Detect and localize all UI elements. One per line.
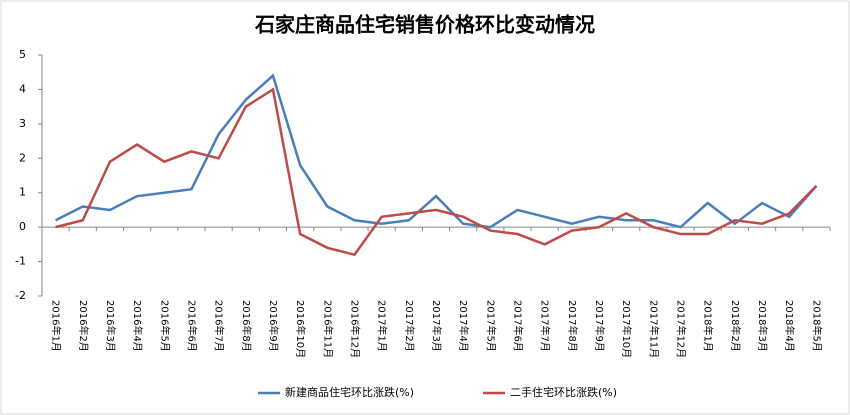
y-tick-label: 4 <box>19 82 26 95</box>
x-tick-label: 2016年6月 <box>185 300 198 352</box>
x-tick-label: 2017年6月 <box>512 300 525 352</box>
y-tick-label: -2 <box>15 289 26 302</box>
x-tick-label: 2016年9月 <box>267 300 280 352</box>
x-tick-label: 2017年7月 <box>539 300 552 352</box>
x-tick-label: 2016年12月 <box>348 300 361 358</box>
x-tick-label: 2017年1月 <box>376 300 389 352</box>
series-line <box>55 73 818 229</box>
x-tick-label: 2018年3月 <box>756 300 769 352</box>
y-tick-label: 2 <box>19 151 26 164</box>
series-line <box>55 87 818 257</box>
x-tick-label: 2017年10月 <box>620 300 633 358</box>
y-tick-label: 1 <box>19 186 26 199</box>
y-tick-label: 3 <box>19 117 26 130</box>
legend-label: 新建商品住宅环比涨跌(%) <box>285 385 414 399</box>
x-tick-label: 2018年1月 <box>702 300 715 352</box>
x-tick-label: 2016年11月 <box>321 300 334 358</box>
x-tick-label: 2016年4月 <box>131 300 144 352</box>
legend-label: 二手住宅环比涨跌(%) <box>510 385 617 399</box>
chart-title: 石家庄商品住宅销售价格环比变动情况 <box>254 13 595 37</box>
y-tick-label: -1 <box>15 255 26 268</box>
x-tick-label: 2016年1月 <box>50 300 63 352</box>
x-tick-label: 2017年9月 <box>593 300 606 352</box>
x-tick-label: 2017年11月 <box>647 300 660 358</box>
x-tick-label: 2017年5月 <box>484 300 497 352</box>
x-tick-label: 2016年8月 <box>240 300 253 352</box>
y-tick-label: 5 <box>19 48 26 61</box>
x-tick-label: 2017年4月 <box>457 300 470 352</box>
x-tick-label: 2016年2月 <box>77 300 90 352</box>
x-tick-label: 2016年3月 <box>104 300 117 352</box>
x-tick-label: 2018年5月 <box>810 300 823 352</box>
x-tick-label: 2016年10月 <box>294 300 307 358</box>
x-tick-label: 2016年7月 <box>213 300 226 352</box>
x-tick-label: 2017年12月 <box>675 300 688 358</box>
y-tick-label: 0 <box>19 220 26 233</box>
x-tick-label: 2018年2月 <box>729 300 742 352</box>
x-tick-label: 2017年2月 <box>403 300 416 352</box>
x-tick-label: 2017年8月 <box>566 300 579 352</box>
x-tick-label: 2017年3月 <box>430 300 443 352</box>
x-tick-label: 2016年5月 <box>158 300 171 352</box>
x-tick-label: 2018年4月 <box>783 300 796 352</box>
